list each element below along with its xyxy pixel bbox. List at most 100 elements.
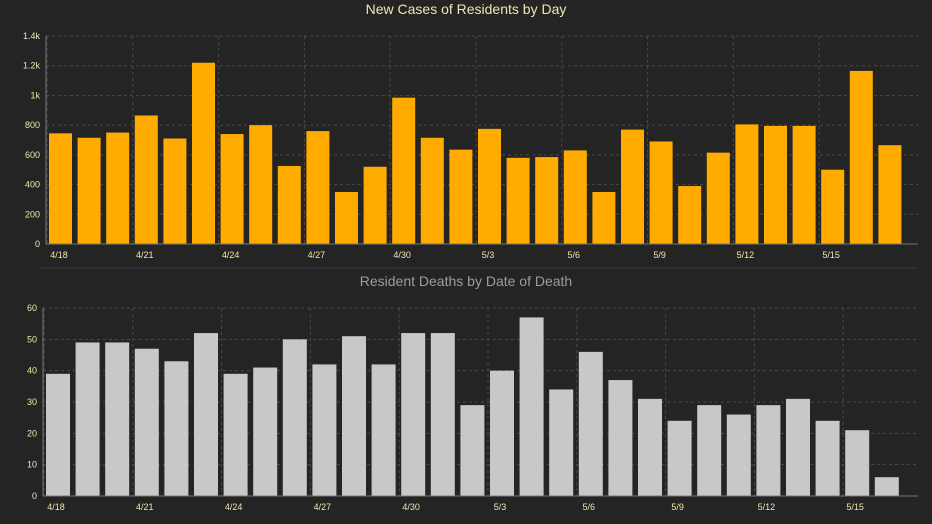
cases-x-tick-label: 5/3	[482, 250, 495, 260]
deaths-bar[interactable]	[845, 430, 870, 496]
deaths-x-tick-label: 5/3	[494, 502, 507, 512]
cases-bar[interactable]	[49, 133, 72, 244]
deaths-x-tick-label: 4/30	[402, 502, 420, 512]
deaths-bar[interactable]	[756, 405, 781, 496]
cases-x-tick-label: 4/18	[50, 250, 68, 260]
cases-bar[interactable]	[134, 115, 158, 244]
cases-x-tick-label: 4/21	[136, 250, 154, 260]
cases-bar[interactable]	[649, 141, 673, 244]
deaths-x-tick-label: 5/15	[846, 502, 864, 512]
cases-bar[interactable]	[277, 166, 301, 244]
cases-bar[interactable]	[106, 132, 130, 244]
deaths-bar[interactable]	[697, 405, 722, 496]
cases-bar[interactable]	[77, 137, 101, 244]
deaths-bar[interactable]	[164, 361, 189, 496]
deaths-bar[interactable]	[726, 414, 751, 496]
deaths-bar[interactable]	[75, 342, 100, 496]
cases-x-tick-label: 4/24	[222, 250, 240, 260]
cases-x-tick-label: 4/27	[308, 250, 326, 260]
cases-bar[interactable]	[792, 125, 816, 244]
deaths-bar[interactable]	[460, 405, 485, 496]
cases-bar[interactable]	[621, 129, 644, 244]
cases-bar[interactable]	[563, 150, 587, 244]
cases-bar[interactable]	[392, 97, 416, 245]
deaths-bar[interactable]	[194, 333, 218, 496]
deaths-x-tick-label: 4/24	[225, 502, 243, 512]
cases-bar[interactable]	[363, 166, 387, 244]
deaths-bar[interactable]	[874, 477, 899, 496]
deaths-bar[interactable]	[519, 317, 544, 496]
cases-bar[interactable]	[192, 62, 215, 244]
cases-bar[interactable]	[220, 134, 244, 244]
cases-y-tick-label: 1k	[30, 90, 40, 100]
deaths-bar[interactable]	[282, 339, 307, 496]
cases-chart: New Cases of Residents by Day 0 200 400 600…	[23, 1, 918, 260]
cases-x-tick-label: 5/12	[737, 250, 755, 260]
deaths-bar[interactable]	[253, 367, 278, 496]
deaths-bar[interactable]	[223, 373, 248, 496]
cases-bar[interactable]	[878, 145, 902, 244]
deaths-x-tick-label: 5/6	[583, 502, 596, 512]
cases-y-tick-label: 0	[35, 239, 40, 249]
cases-x-tick-label: 5/6	[568, 250, 581, 260]
deaths-bar[interactable]	[549, 389, 574, 496]
cases-y-tick-label: 400	[25, 180, 40, 190]
cases-x-tick-label: 5/15	[822, 250, 840, 260]
deaths-y-tick-label: 10	[27, 460, 37, 470]
cases-bar[interactable]	[449, 149, 473, 244]
deaths-y-tick-label: 40	[27, 366, 37, 376]
deaths-bar[interactable]	[608, 380, 633, 496]
cases-bar[interactable]	[535, 157, 559, 244]
deaths-x-tick-label: 4/18	[47, 502, 65, 512]
deaths-y-tick-label: 30	[27, 397, 37, 407]
cases-bar[interactable]	[849, 70, 873, 245]
deaths-y-tick-label: 60	[27, 303, 37, 313]
deaths-bar[interactable]	[46, 373, 70, 496]
cases-y-tick-label: 600	[25, 150, 40, 160]
deaths-bar[interactable]	[312, 364, 337, 496]
deaths-bar[interactable]	[401, 333, 426, 496]
deaths-bar[interactable]	[638, 398, 662, 496]
cases-y-tick-label: 800	[25, 120, 40, 130]
cases-y-tick-label: 200	[25, 209, 40, 219]
deaths-y-tick-label: 20	[27, 428, 37, 438]
cases-bar[interactable]	[735, 124, 759, 244]
deaths-bar[interactable]	[134, 348, 159, 496]
deaths-bar[interactable]	[342, 336, 366, 496]
cases-bar[interactable]	[163, 138, 187, 244]
deaths-x-tick-label: 5/12	[758, 502, 776, 512]
deaths-bar[interactable]	[815, 420, 840, 496]
cases-bar[interactable]	[335, 192, 358, 244]
deaths-x-tick-label: 4/21	[136, 502, 154, 512]
deaths-y-tick-label: 50	[27, 334, 37, 344]
cases-bar[interactable]	[478, 128, 501, 244]
deaths-chart-title: Resident Deaths by Date of Death	[360, 273, 572, 289]
deaths-bar[interactable]	[105, 342, 130, 496]
deaths-x-tick-label: 4/27	[314, 502, 332, 512]
cases-bar[interactable]	[678, 186, 702, 244]
deaths-y-tick-label: 0	[32, 491, 37, 501]
cases-bar[interactable]	[306, 131, 330, 244]
cases-bar[interactable]	[592, 192, 616, 244]
deaths-bar[interactable]	[430, 333, 455, 496]
cases-x-tick-label: 5/9	[653, 250, 666, 260]
cases-chart-title: New Cases of Residents by Day	[366, 1, 567, 17]
cases-bar[interactable]	[764, 125, 787, 244]
cases-bar[interactable]	[420, 137, 444, 244]
deaths-bar[interactable]	[667, 420, 692, 496]
deaths-x-tick-label: 5/9	[671, 502, 684, 512]
cases-bar[interactable]	[249, 125, 273, 244]
cases-bar[interactable]	[706, 152, 730, 244]
cases-y-tick-label: 1.4k	[23, 31, 41, 41]
deaths-bar[interactable]	[578, 351, 603, 496]
cases-x-tick-label: 4/30	[393, 250, 411, 260]
deaths-bar[interactable]	[786, 398, 810, 496]
cases-bar[interactable]	[821, 169, 845, 244]
deaths-bar[interactable]	[371, 364, 396, 496]
deaths-bar[interactable]	[490, 370, 514, 496]
cases-y-tick-label: 1.2k	[23, 61, 41, 71]
cases-bar[interactable]	[506, 157, 530, 244]
deaths-chart: Resident Deaths by Date of Death 0 10 20 30…	[27, 273, 918, 512]
